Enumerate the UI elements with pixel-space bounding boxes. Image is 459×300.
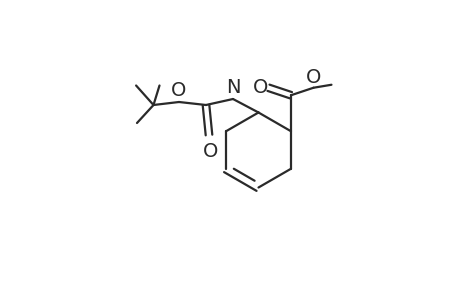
Text: N: N: [225, 78, 240, 97]
Text: O: O: [305, 68, 320, 87]
Text: O: O: [202, 142, 218, 160]
Text: O: O: [252, 78, 267, 97]
Text: O: O: [171, 82, 186, 100]
